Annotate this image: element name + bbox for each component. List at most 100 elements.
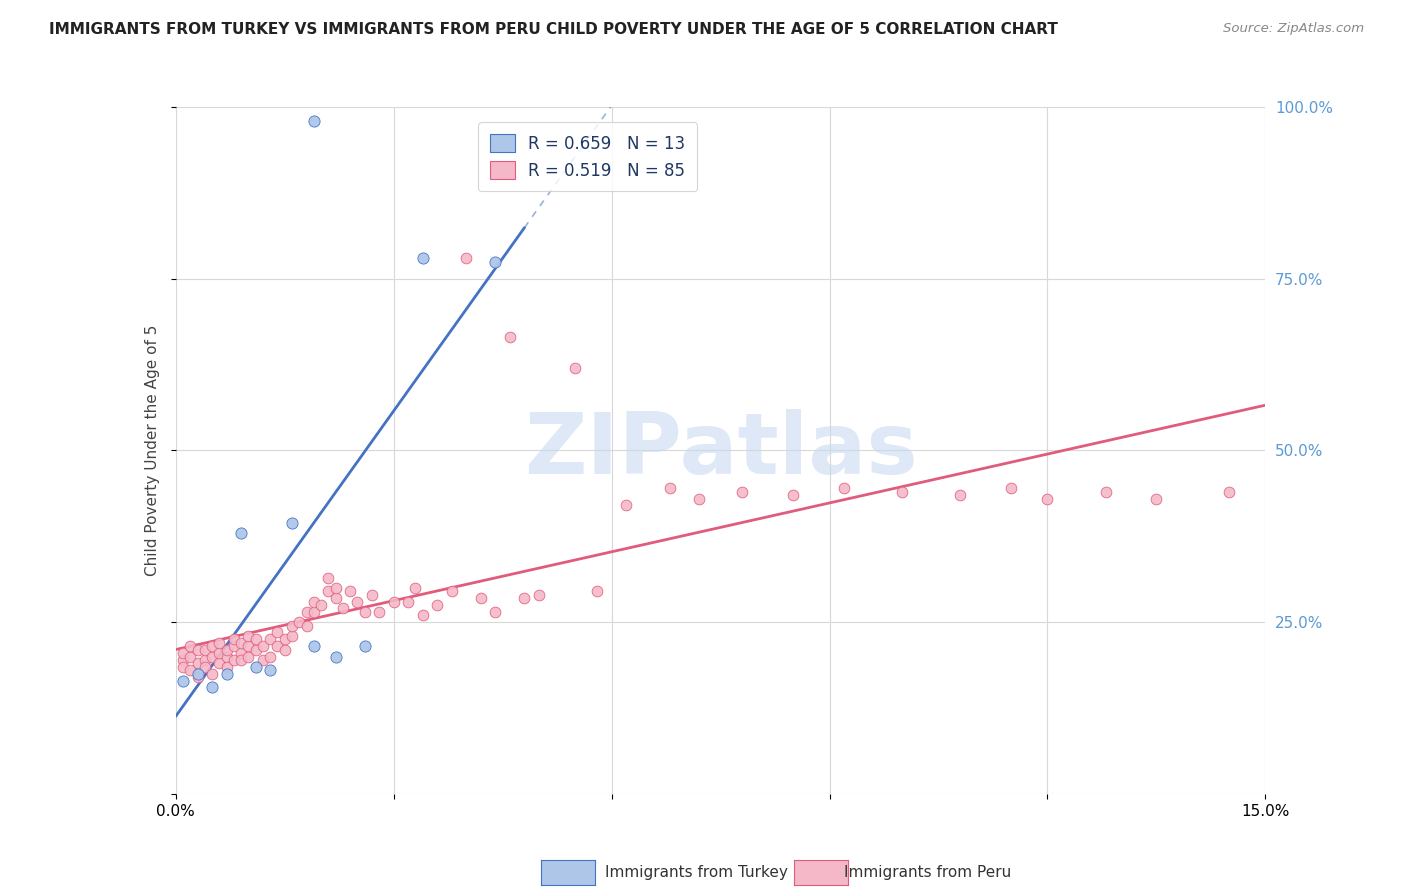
Point (325, 581, 347, 595)
Point (222, 632, 245, 647)
Point (186, 670, 209, 684)
Text: Immigrants from Turkey: Immigrants from Turkey (605, 865, 787, 880)
Point (396, 594, 419, 608)
Point (194, 660, 217, 674)
Point (360, 588, 382, 602)
Point (484, 254, 506, 268)
Point (201, 681, 224, 695)
Point (368, 605, 391, 619)
Point (281, 516, 304, 530)
Point (194, 642, 217, 657)
Point (891, 484, 914, 499)
Text: ZIPatlas: ZIPatlas (523, 409, 918, 492)
Point (688, 491, 710, 506)
Point (440, 584, 463, 599)
Point (186, 666, 209, 681)
Point (186, 642, 209, 657)
Point (309, 598, 332, 612)
Point (302, 113, 325, 128)
Point (731, 484, 754, 499)
Point (412, 608, 434, 623)
Point (281, 629, 304, 643)
Point (266, 639, 288, 653)
Point (172, 673, 194, 688)
Point (513, 591, 536, 606)
Point (1218, 484, 1240, 499)
Point (288, 615, 311, 630)
Point (318, 584, 340, 599)
Point (259, 632, 281, 647)
Point (564, 361, 586, 376)
Text: IMMIGRANTS FROM TURKEY VS IMMIGRANTS FROM PERU CHILD POVERTY UNDER THE AGE OF 5 : IMMIGRANTS FROM TURKEY VS IMMIGRANTS FRO… (49, 22, 1059, 37)
Legend: R = 0.659   N = 13, R = 0.519   N = 85: R = 0.659 N = 13, R = 0.519 N = 85 (478, 122, 697, 191)
Point (295, 618, 318, 632)
Point (245, 660, 267, 674)
Point (499, 330, 522, 344)
Point (782, 488, 804, 502)
Point (281, 618, 304, 632)
Point (484, 605, 506, 619)
Point (274, 642, 297, 657)
Point (1036, 491, 1059, 506)
Point (325, 591, 347, 606)
Point (231, 525, 253, 540)
Point (215, 642, 238, 657)
Point (208, 636, 231, 650)
Text: Source: ZipAtlas.com: Source: ZipAtlas.com (1223, 22, 1364, 36)
Point (201, 639, 224, 653)
Point (201, 666, 224, 681)
Point (238, 629, 260, 643)
Point (245, 642, 267, 657)
Point (1000, 481, 1022, 495)
Point (325, 649, 347, 664)
Point (245, 632, 267, 647)
Point (172, 660, 194, 674)
Point (208, 657, 231, 671)
Point (1094, 484, 1116, 499)
Point (179, 639, 201, 653)
Point (274, 632, 297, 647)
Point (412, 251, 434, 265)
Point (456, 251, 478, 265)
Point (252, 653, 274, 667)
Point (172, 646, 194, 660)
Point (346, 594, 368, 608)
Point (658, 481, 681, 495)
Point (318, 570, 340, 584)
Point (231, 636, 253, 650)
Point (222, 639, 245, 653)
Point (208, 646, 231, 660)
Point (353, 639, 375, 653)
Point (186, 657, 209, 671)
Point (527, 588, 550, 602)
Point (302, 639, 325, 653)
Point (382, 594, 405, 608)
Point (1146, 491, 1168, 506)
Point (215, 666, 238, 681)
Point (172, 653, 194, 667)
Point (470, 591, 492, 606)
Y-axis label: Child Poverty Under the Age of 5: Child Poverty Under the Age of 5 (145, 325, 160, 576)
Point (231, 653, 253, 667)
Point (215, 660, 238, 674)
Point (302, 594, 325, 608)
Point (332, 601, 354, 615)
Point (295, 605, 318, 619)
Point (231, 646, 253, 660)
Point (302, 605, 325, 619)
Point (266, 625, 288, 640)
Point (949, 488, 972, 502)
Point (405, 581, 427, 595)
Point (353, 605, 375, 619)
Point (201, 649, 224, 664)
Point (259, 663, 281, 677)
Point (179, 649, 201, 664)
Point (339, 584, 361, 599)
Point (614, 499, 637, 513)
Point (252, 639, 274, 653)
Point (586, 584, 609, 599)
Point (832, 481, 855, 495)
Point (222, 653, 245, 667)
Point (179, 663, 201, 677)
Text: Immigrants from Peru: Immigrants from Peru (844, 865, 1011, 880)
